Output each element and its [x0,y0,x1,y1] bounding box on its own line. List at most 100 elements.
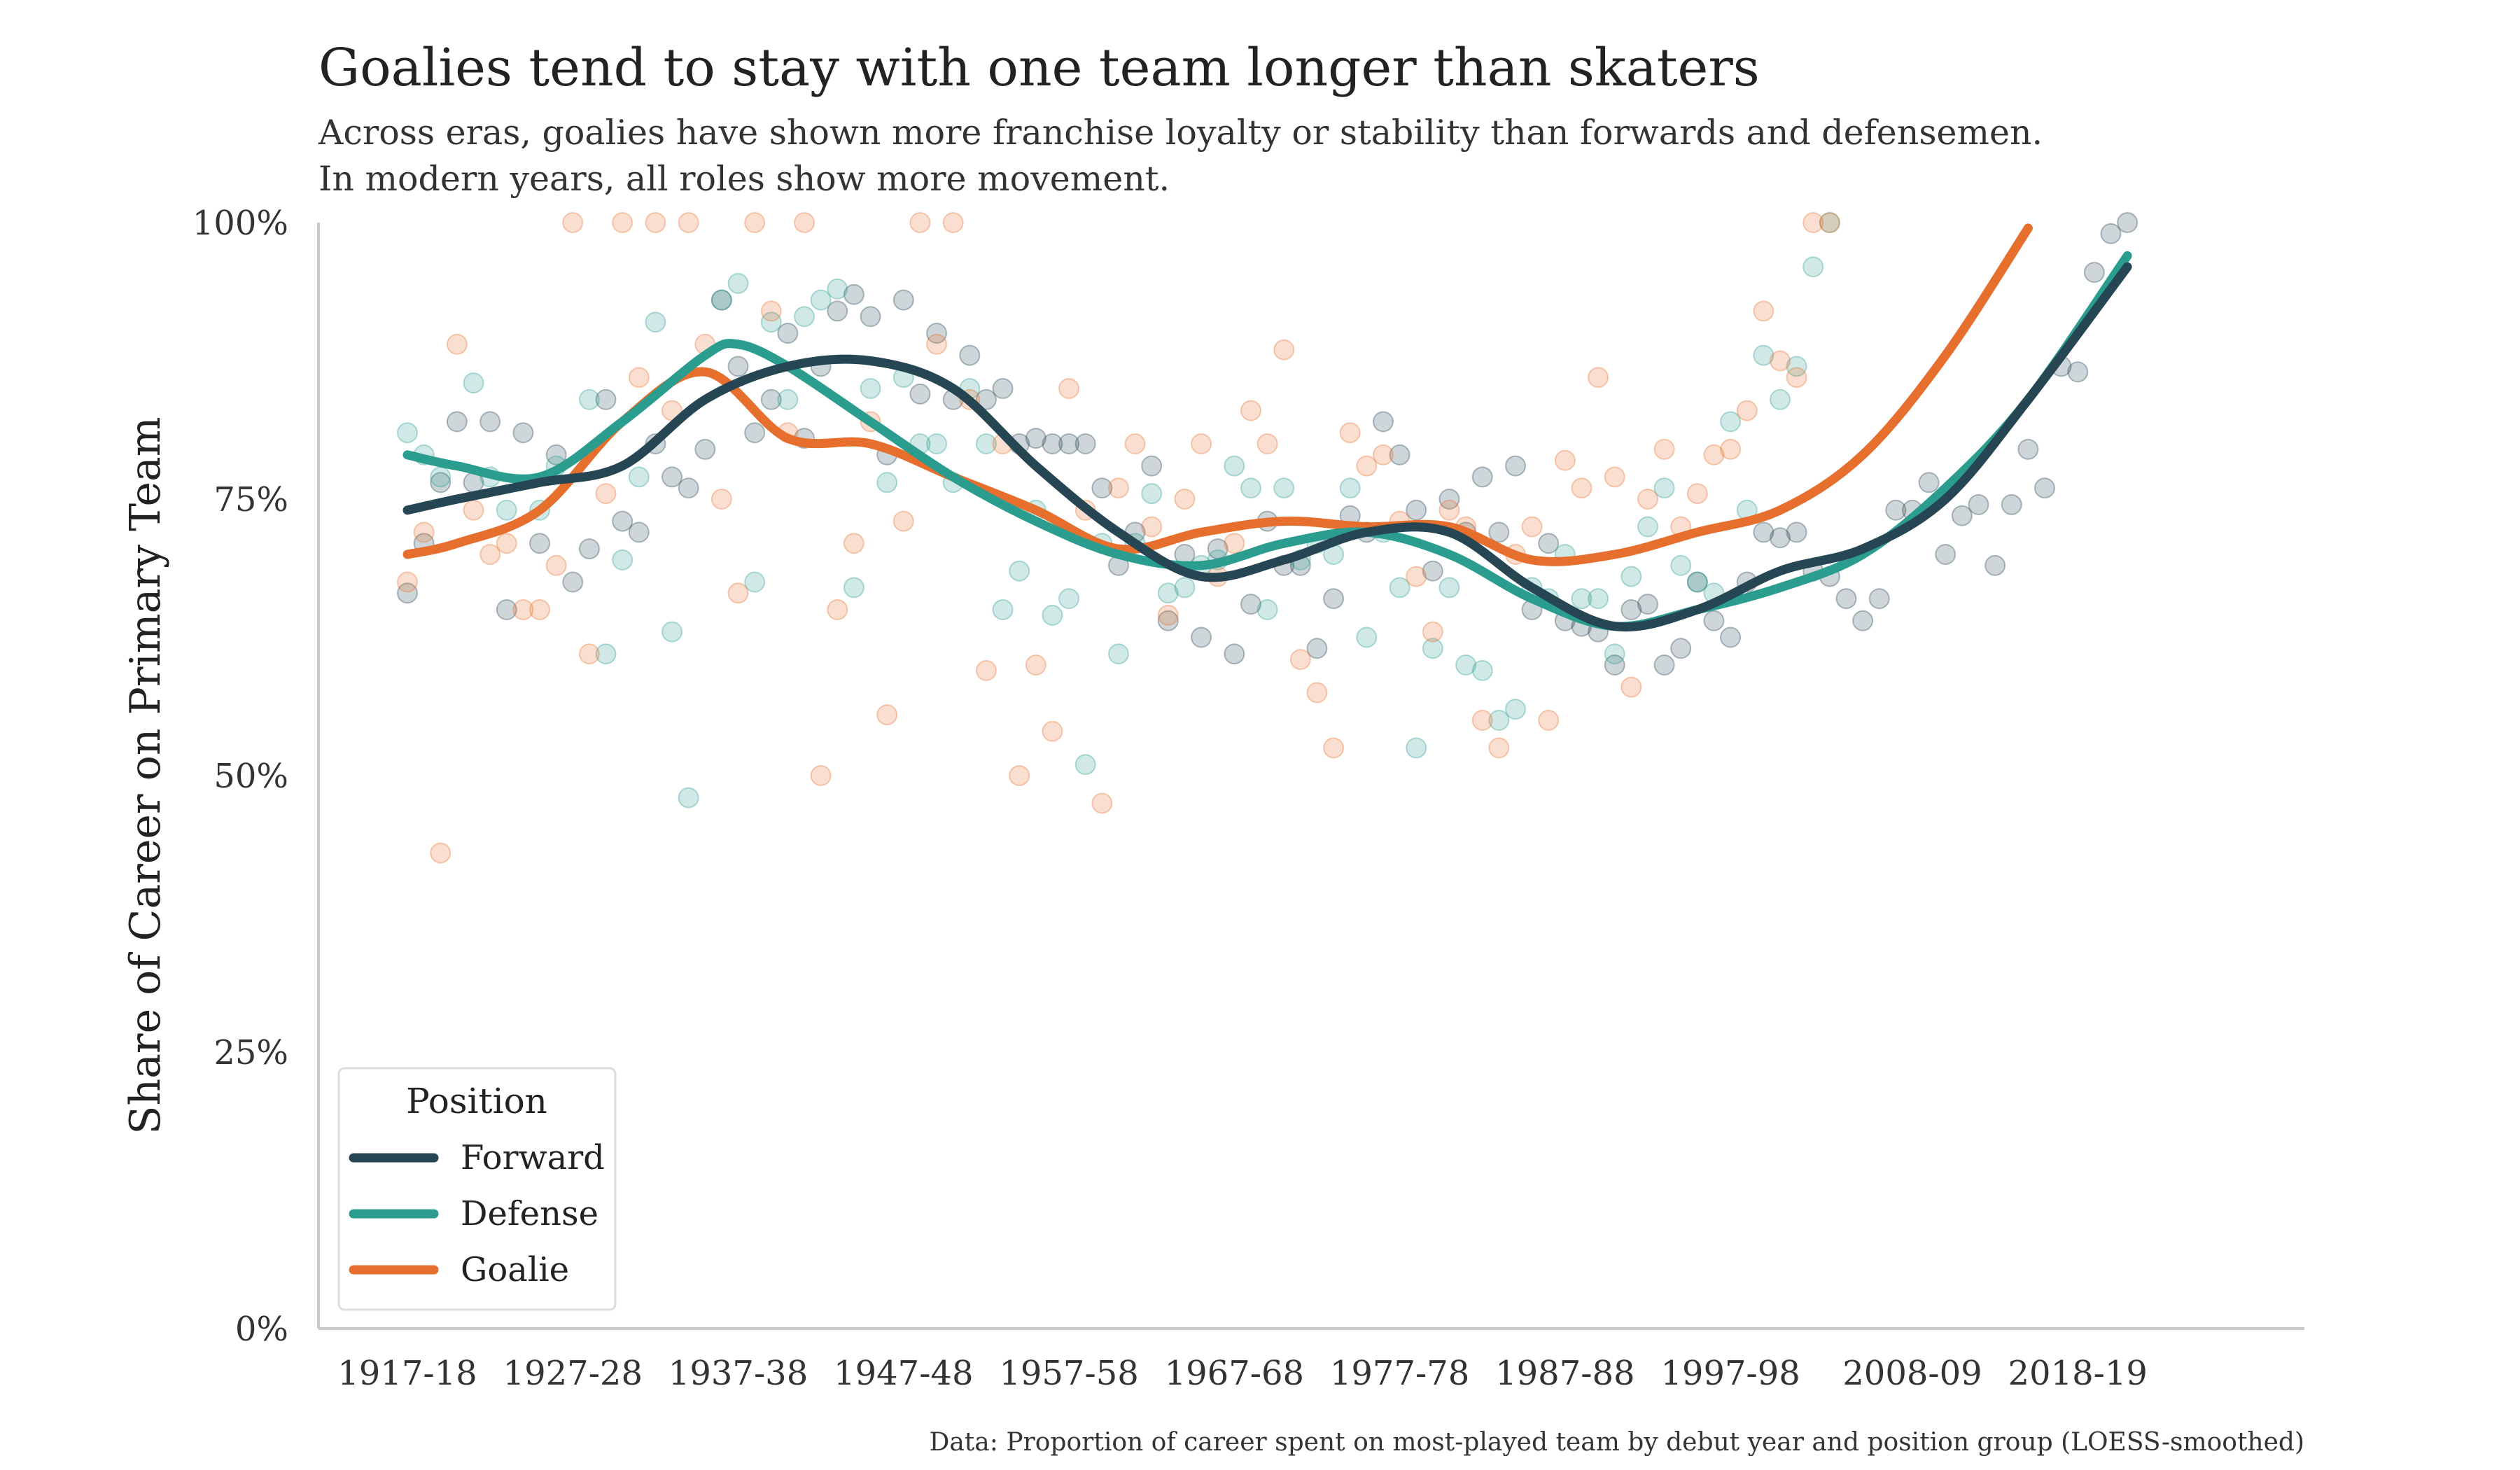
point-goalie [612,212,634,233]
point-goalie [1025,654,1046,676]
point-forward [1786,522,1807,543]
point-forward [1835,588,1857,610]
point-defense [876,472,898,493]
point-goalie [1786,367,1807,388]
point-forward [1604,654,1625,676]
point-defense [397,422,418,444]
point-forward [1240,594,1261,615]
point-forward [1868,588,1890,610]
point-defense [1670,554,1692,576]
point-defense [1074,754,1096,776]
x-tick-label: 1977-78 [1330,1354,1469,1393]
point-forward [1852,610,1874,631]
point-defense [1389,577,1410,598]
point-defense [662,621,683,643]
point-goalie [810,765,832,786]
point-forward [1703,610,1725,631]
point-goalie [1009,765,1030,786]
point-defense [1042,604,1063,626]
point-goalie [1240,400,1261,421]
point-goalie [892,510,914,532]
point-goalie [1521,516,1543,538]
point-defense [727,272,749,294]
point-goalie [1372,444,1394,465]
point-defense [1637,516,1658,538]
point-goalie [760,300,782,322]
point-forward [2100,223,2122,244]
legend-label-goalie: Goalie [461,1250,569,1289]
legend-label-forward: Forward [461,1138,605,1177]
point-goalie [1653,438,1675,460]
point-forward [1141,455,1163,477]
point-goalie [628,367,650,388]
point-goalie [1141,516,1163,538]
point-defense [430,466,451,488]
point-defense [628,466,650,488]
legend-title: Position [406,1081,547,1121]
legend-box [337,1067,617,1311]
point-forward [1471,466,1493,488]
point-goalie [727,582,749,604]
point-defense [612,549,634,570]
point-forward [1984,554,2006,576]
point-forward [2033,477,2055,499]
point-goalie [578,643,600,665]
point-goalie [1538,710,1560,731]
point-defense [926,433,948,454]
point-forward [959,344,981,366]
point-goalie [529,599,551,620]
point-goalie [496,533,517,554]
point-forward [710,289,732,311]
point-forward [628,522,650,543]
point-goalie [463,499,484,521]
point-goalie [545,554,567,576]
point-forward [1042,433,1063,454]
point-goalie [430,842,451,864]
point-goalie [1720,438,1742,460]
point-forward [1538,533,1560,554]
point-goalie [1637,489,1658,510]
x-tick-label: 2008-09 [1842,1354,1982,1393]
point-forward [1406,499,1427,521]
point-defense [1471,659,1493,681]
point-forward [860,306,881,328]
x-tick-label: 1987-88 [1495,1354,1634,1393]
point-defense [777,388,799,410]
point-forward [1323,588,1345,610]
point-goalie [1323,737,1345,759]
point-defense [827,278,848,300]
point-defense [744,571,766,593]
point-goalie [827,599,848,620]
legend: Position Forward Defense Goalie [337,1067,617,1311]
point-defense [992,599,1014,620]
point-forward [1968,493,1989,515]
point-defense [1174,577,1196,598]
point-goalie [1736,400,1758,421]
point-goalie [446,333,468,355]
point-forward [1438,489,1460,510]
point-defense [1009,560,1030,582]
y-tick-label: 50% [214,757,288,796]
point-goalie [645,212,666,233]
point-forward [1935,544,1956,565]
point-forward [1091,477,1113,499]
point-forward [926,323,948,344]
point-goalie [595,483,617,505]
point-goalie [1604,466,1625,488]
point-forward [1637,594,1658,615]
point-defense [1620,566,1642,587]
point-goalie [1471,710,1493,731]
x-tick-label: 1947-48 [834,1354,973,1393]
point-forward [662,466,683,488]
point-goalie [1224,533,1245,554]
point-goalie [1091,792,1113,814]
point-forward [760,388,782,410]
point-goalie [1356,455,1378,477]
point-goalie [942,212,964,233]
point-goalie [1422,621,1443,643]
point-forward [1074,433,1096,454]
point-forward [1918,472,1940,493]
point-forward [2117,212,2138,233]
point-forward [2067,361,2089,383]
